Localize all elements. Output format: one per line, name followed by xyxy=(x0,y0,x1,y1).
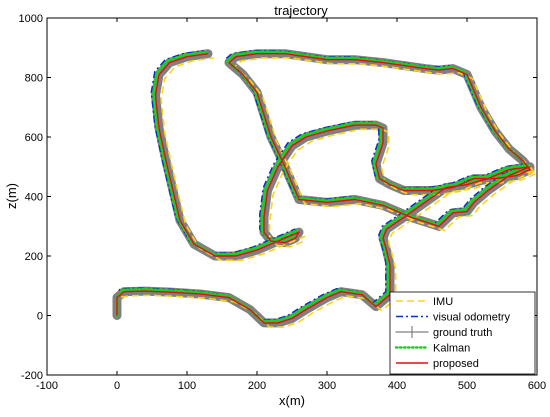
legend-box xyxy=(389,291,536,375)
series-line-kalman xyxy=(115,50,530,323)
y-tick-label: 600 xyxy=(25,132,43,144)
y-axis-label: z(m) xyxy=(4,183,19,209)
x-axis-label: x(m) xyxy=(279,393,305,408)
legend-label-proposed: proposed xyxy=(433,358,479,370)
x-tick-label: 500 xyxy=(458,380,476,392)
legend-label-ground-truth: ground truth xyxy=(433,327,492,339)
y-tick-label: -200 xyxy=(21,370,43,382)
x-tick-label: 200 xyxy=(248,380,266,392)
legend-label-imu: IMU xyxy=(433,296,453,308)
y-tick-label: 800 xyxy=(25,73,43,85)
x-tick-label: 600 xyxy=(528,380,546,392)
legend-label-kalman: Kalman xyxy=(433,343,470,355)
y-tick-label: 400 xyxy=(25,192,43,204)
x-tick-label: -100 xyxy=(36,380,58,392)
legend-label-visual-odometry: visual odometry xyxy=(433,312,511,324)
legend: IMU visual odometry ground truth Kalman prop… xyxy=(389,291,536,375)
legend-items: IMU visual odometry ground truth Kalman prop… xyxy=(394,296,511,370)
plot-lines xyxy=(112,49,537,328)
x-tick-label: 0 xyxy=(114,380,120,392)
x-tick-label: 300 xyxy=(318,380,336,392)
x-tick-label: 100 xyxy=(178,380,196,392)
series-line-imu xyxy=(116,57,537,328)
series-line-proposed xyxy=(116,53,531,324)
x-tick-label: 400 xyxy=(388,380,406,392)
y-tick-label: 0 xyxy=(37,311,43,323)
chart-title: trajectory xyxy=(274,3,328,18)
y-tick-label: 200 xyxy=(25,251,43,263)
y-tick-label: 1000 xyxy=(19,13,43,25)
